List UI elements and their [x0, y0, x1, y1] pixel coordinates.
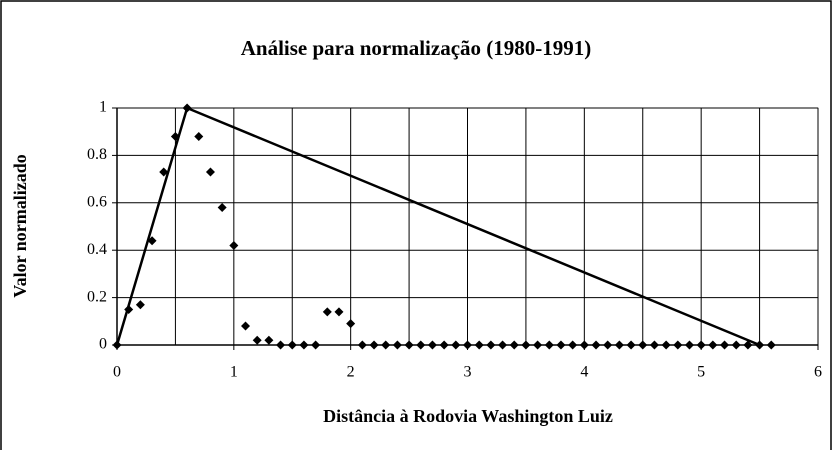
point: [276, 340, 286, 350]
point: [369, 340, 379, 350]
point: [311, 340, 321, 350]
point: [299, 340, 309, 350]
x-tick-label: 1: [230, 364, 238, 381]
point: [416, 340, 426, 350]
chart-title: Análise para normalização (1980-1991): [241, 36, 592, 60]
point: [135, 300, 145, 310]
point: [194, 131, 204, 141]
point: [439, 340, 449, 350]
point: [708, 340, 718, 350]
point: [603, 340, 613, 350]
point: [229, 240, 239, 250]
y-tick-label: 0.4: [87, 241, 107, 258]
point: [217, 203, 227, 213]
point: [533, 340, 543, 350]
point: [498, 340, 508, 350]
point: [568, 340, 578, 350]
point: [357, 340, 367, 350]
y-tick-label: 1: [99, 99, 107, 116]
point: [579, 340, 589, 350]
point: [743, 340, 753, 350]
point: [521, 340, 531, 350]
point: [731, 340, 741, 350]
point: [509, 340, 519, 350]
point: [474, 340, 484, 350]
point: [614, 340, 624, 350]
point: [451, 340, 461, 350]
y-tick-label: 0.2: [87, 288, 107, 305]
point: [684, 340, 694, 350]
y-tick-label: 0.8: [87, 146, 107, 163]
point: [463, 340, 472, 350]
x-tick-label: 6: [814, 364, 822, 381]
line-series: [115, 106, 761, 347]
point: [381, 340, 391, 350]
point: [649, 340, 659, 350]
point: [556, 340, 566, 350]
point: [766, 340, 776, 350]
y-tick-label: 0: [99, 336, 107, 353]
point: [696, 340, 706, 350]
point: [392, 340, 402, 350]
x-tick-label: 4: [580, 364, 588, 381]
point: [346, 319, 356, 329]
y-tick-label: 0.6: [87, 193, 107, 210]
point: [264, 335, 274, 345]
point: [241, 321, 251, 331]
x-tick-label: 2: [347, 364, 355, 381]
x-tick-label: 3: [464, 364, 472, 381]
point: [486, 340, 496, 350]
x-tick-label: 5: [697, 364, 705, 381]
point: [591, 340, 601, 350]
point: [661, 340, 671, 350]
point: [322, 307, 332, 317]
point: [626, 340, 636, 350]
point: [287, 340, 297, 350]
point: [673, 340, 683, 350]
point: [159, 167, 169, 177]
point: [205, 167, 215, 177]
point: [638, 340, 648, 350]
point: [252, 335, 262, 345]
y-axis-title: Valor normalizado: [10, 154, 30, 298]
x-axis-title: Distância à Rodovia Washington Luiz: [323, 406, 613, 426]
point: [427, 340, 437, 350]
point: [334, 307, 344, 317]
x-tick-label: 0: [113, 364, 121, 381]
point: [404, 340, 414, 350]
point: [544, 340, 554, 350]
point: [720, 340, 730, 350]
